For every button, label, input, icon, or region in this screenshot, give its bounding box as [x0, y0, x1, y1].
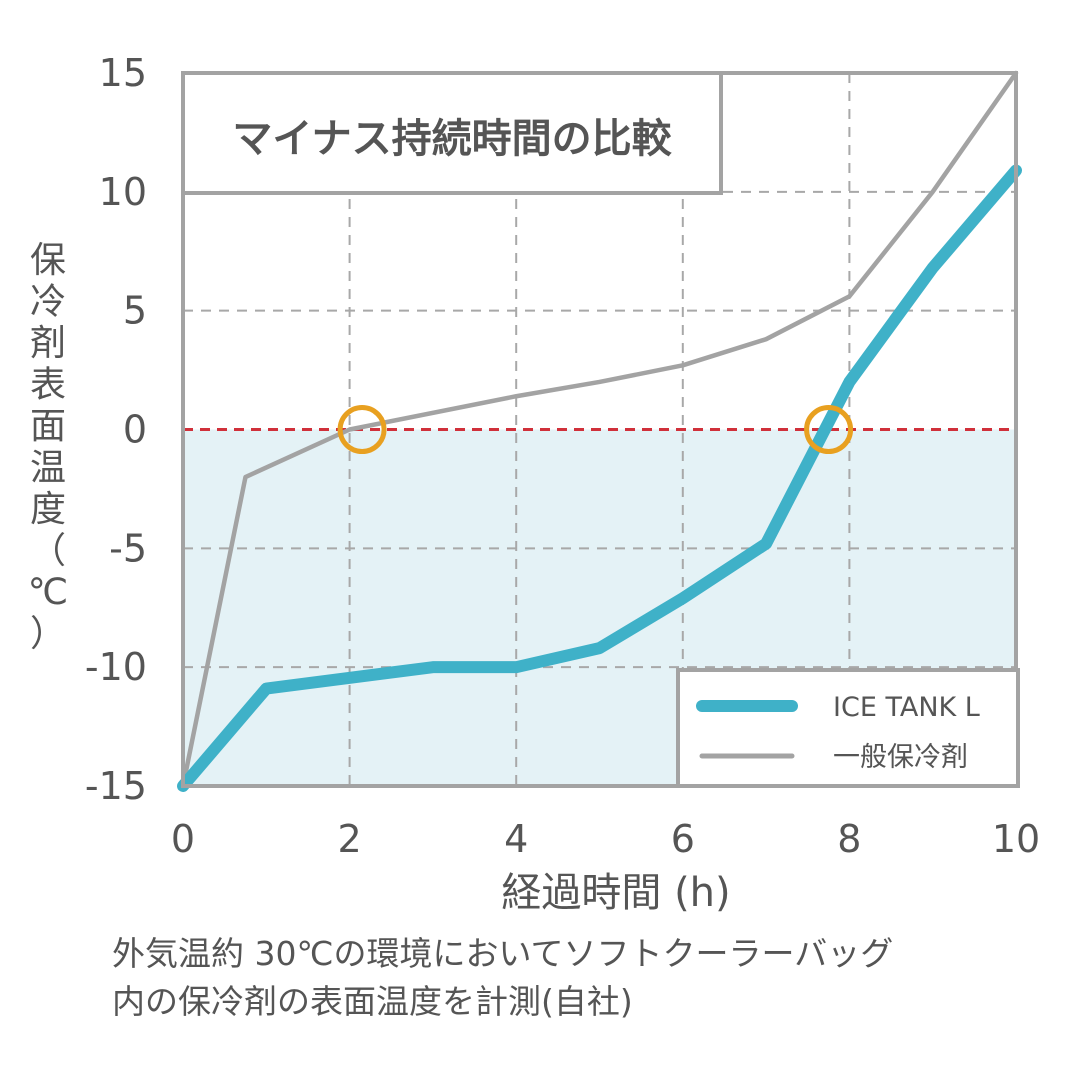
y-tick-label: -5	[109, 526, 147, 570]
y-axis-label-char: （	[30, 531, 66, 572]
x-tick-label: 8	[837, 817, 861, 861]
chart-title: マイナス持続時間の比較	[232, 116, 672, 162]
x-tick-label: 6	[671, 817, 695, 861]
series-line-1	[180, 70, 1019, 789]
legend-label-ice-tank: ICE TANK L	[833, 692, 980, 723]
y-axis-label-char: 冷	[30, 282, 66, 323]
x-tick-label: 0	[171, 817, 195, 861]
y-tick-label: -15	[85, 764, 147, 808]
crossing-markers	[337, 405, 854, 454]
caption-line-2: 内の保冷剤の表面温度を計測(自社)	[112, 982, 633, 1021]
y-tick-label: 0	[123, 408, 147, 452]
legend-label-general: 一般保冷剤	[833, 742, 968, 773]
y-tick-label: 5	[123, 289, 147, 333]
series-lines	[177, 70, 1022, 792]
y-axis-label-char: 温	[30, 448, 66, 489]
title-box: マイナス持続時間の比較	[181, 71, 723, 195]
x-axis-label: 経過時間 (h)	[501, 870, 730, 916]
y-axis-label-char: 度	[30, 489, 66, 530]
legend: ICE TANK L 一般保冷剤	[676, 668, 1020, 788]
x-tick-label: 4	[504, 817, 528, 861]
caption-line-1: 外気温約 30℃の環境においてソフトクーラーバッグ	[112, 934, 894, 973]
series-line-0	[177, 164, 1022, 792]
y-axis-label-char: 保	[30, 240, 66, 281]
crossing-marker	[804, 405, 854, 454]
y-axis-label-char: ）	[30, 614, 66, 655]
y-tick-label: -10	[85, 645, 147, 689]
crossing-marker	[337, 405, 387, 454]
y-axis-label-char: 剤	[30, 323, 66, 364]
y-axis-label-char: 面	[30, 406, 66, 447]
y-axis-label-char: ℃	[28, 572, 68, 613]
x-tick-label: 10	[992, 817, 1040, 861]
x-tick-label: 2	[338, 817, 362, 861]
y-tick-label: 15	[99, 51, 147, 95]
tick-labels: 0 2 4 6 8 10 15 10 5 0 -5 -10 -15	[85, 51, 1040, 861]
y-axis-label-char: 表	[30, 365, 66, 406]
y-tick-label: 10	[99, 170, 147, 214]
